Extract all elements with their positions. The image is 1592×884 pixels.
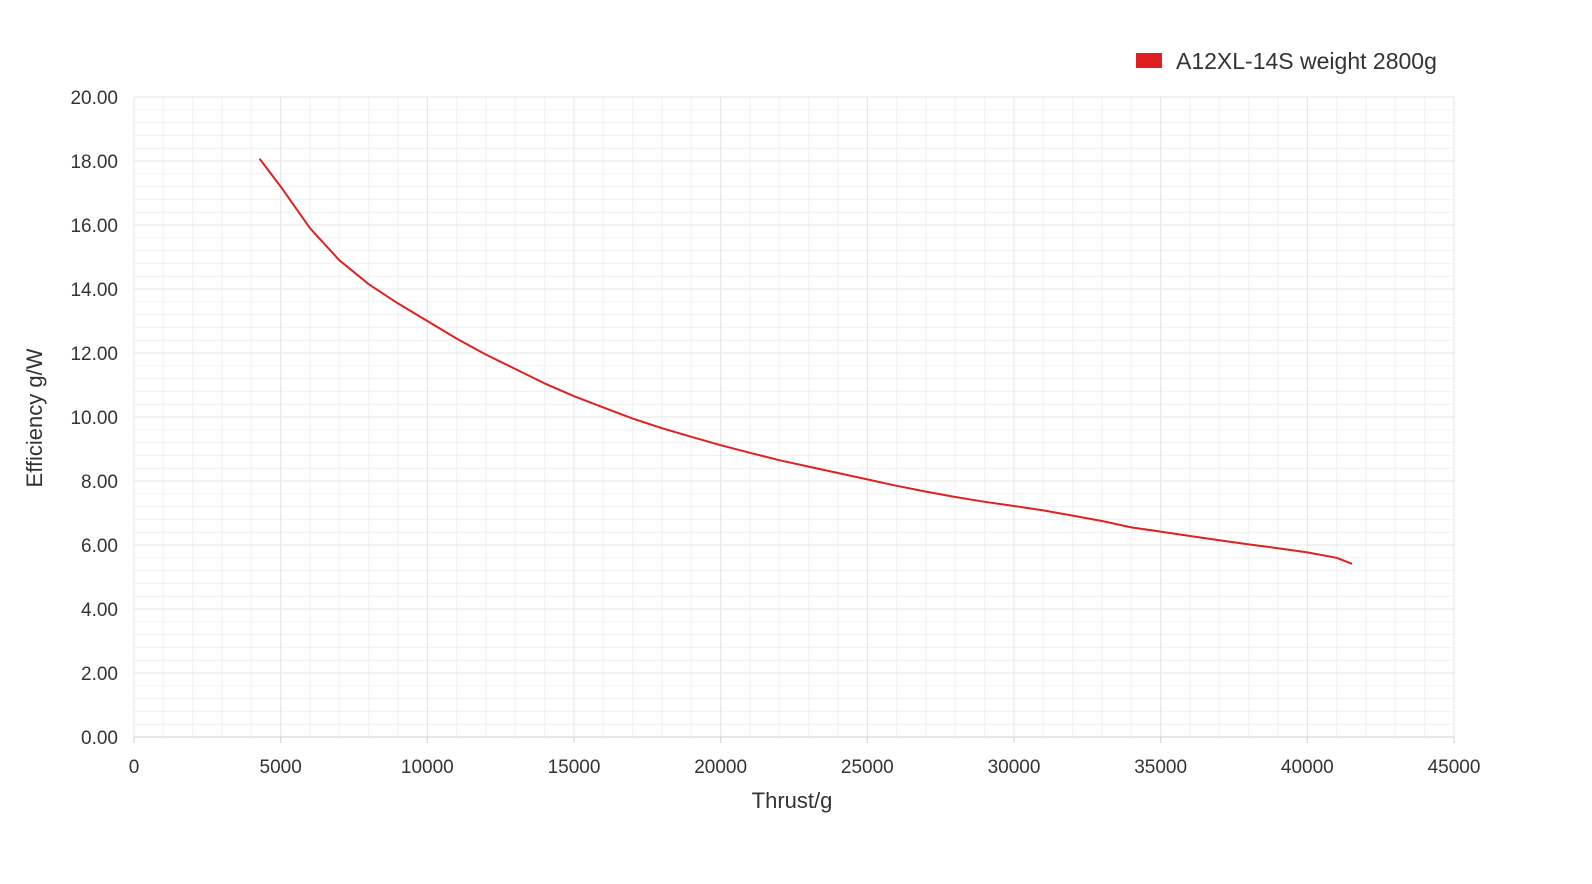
- x-tick-label: 30000: [988, 757, 1041, 778]
- x-tick-label: 0: [129, 757, 140, 778]
- x-tick-label: 35000: [1134, 757, 1187, 778]
- y-axis-title: Efficiency g/W: [22, 348, 47, 487]
- x-tick-label: 25000: [841, 757, 894, 778]
- legend-label: A12XL-14S weight 2800g: [1176, 48, 1437, 74]
- x-tick-label: 45000: [1428, 757, 1481, 778]
- x-tick-label: 5000: [260, 757, 302, 778]
- y-tick-label: 18.00: [70, 152, 118, 173]
- y-axis-ticks: 0.00 2.00 4.00 6.00 8.00 10.00 12.00 14.00 16.00…: [70, 88, 118, 749]
- y-tick-label: 12.00: [70, 344, 118, 365]
- y-tick-label: 6.00: [81, 536, 118, 557]
- y-tick-label: 14.00: [70, 280, 118, 301]
- major-grid: [133, 96, 1455, 738]
- x-tick-label: 15000: [548, 757, 601, 778]
- y-tick-label: 8.00: [81, 472, 118, 493]
- y-tick-label: 20.00: [70, 88, 118, 109]
- legend[interactable]: A12XL-14S weight 2800g: [1136, 48, 1437, 74]
- y-tick-label: 0.00: [81, 728, 118, 749]
- legend-swatch: [1136, 53, 1162, 68]
- x-axis-ticks: 0 5000 10000 15000 20000 25000 30000 35000 40000…: [129, 737, 1481, 778]
- x-axis-title: Thrust/g: [752, 788, 833, 813]
- y-tick-label: 10.00: [70, 408, 118, 429]
- series-layer: [259, 158, 1353, 565]
- series-line-0[interactable]: [259, 158, 1353, 565]
- y-tick-label: 16.00: [70, 216, 118, 237]
- x-tick-label: 20000: [694, 757, 747, 778]
- y-tick-label: 4.00: [81, 600, 118, 621]
- x-tick-label: 10000: [401, 757, 454, 778]
- x-tick-label: 40000: [1281, 757, 1334, 778]
- y-tick-label: 2.00: [81, 664, 118, 685]
